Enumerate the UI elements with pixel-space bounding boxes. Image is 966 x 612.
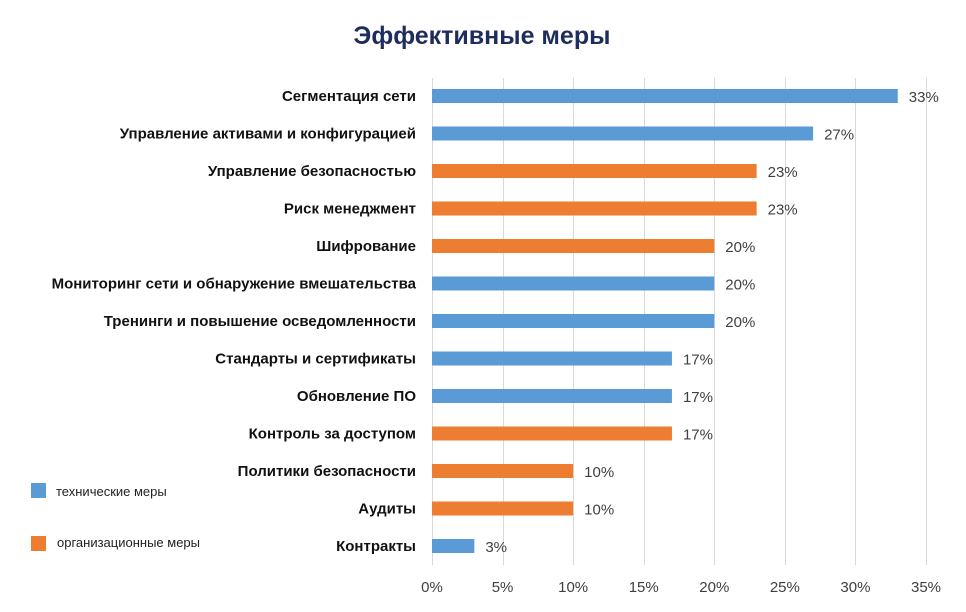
- data-label: 23%: [768, 202, 798, 219]
- data-label: 23%: [768, 164, 798, 181]
- data-label: 20%: [725, 277, 755, 294]
- bar: [432, 501, 574, 516]
- category-label: Тренинги и повышение осведомленности: [104, 313, 416, 330]
- x-tick-label: 25%: [770, 579, 800, 596]
- category-label: Аудиты: [358, 501, 416, 518]
- bar: [432, 126, 814, 141]
- data-label: 17%: [683, 389, 713, 406]
- legend-label: технические меры: [56, 484, 167, 499]
- x-tick-label: 10%: [558, 579, 588, 596]
- chart-title: Эффективные меры: [354, 22, 611, 50]
- bar: [432, 314, 715, 328]
- bar: [432, 539, 475, 553]
- category-labels: Сегментация сети Управление активами и ко…: [52, 88, 417, 555]
- bar: [432, 276, 715, 291]
- bar: [432, 89, 898, 103]
- category-label: Обновление ПО: [297, 388, 416, 405]
- data-label: 10%: [584, 502, 614, 519]
- data-label: 17%: [683, 352, 713, 369]
- data-label: 17%: [683, 427, 713, 444]
- data-label: 33%: [909, 89, 939, 106]
- legend-label: организационные меры: [57, 535, 200, 550]
- data-label: 20%: [725, 239, 755, 256]
- bar: [432, 351, 672, 366]
- bar: [432, 426, 672, 441]
- x-tick-label: 5%: [492, 579, 514, 596]
- legend-swatch: [31, 536, 46, 551]
- x-tick-label: 20%: [699, 579, 729, 596]
- bar: [432, 164, 757, 178]
- category-label: Риск менеджмент: [284, 201, 416, 218]
- category-label: Сегментация сети: [282, 88, 416, 105]
- category-label: Политики безопасности: [238, 463, 416, 480]
- x-tick-label: 15%: [629, 579, 659, 596]
- legend: технические меры организационные меры: [31, 483, 200, 551]
- bar: [432, 201, 757, 216]
- legend-swatch: [31, 483, 46, 498]
- x-tick-label: 0%: [421, 579, 443, 596]
- category-label: Управление активами и конфигурацией: [120, 126, 416, 143]
- data-label: 3%: [485, 539, 507, 556]
- data-label: 10%: [584, 464, 614, 481]
- value-labels: 33% 27% 23% 23% 20% 20% 20% 17% 17% 17% 10% 10% 3%: [485, 89, 938, 556]
- category-label: Стандарты и сертификаты: [215, 351, 416, 368]
- x-tick-label: 30%: [840, 579, 870, 596]
- bars: [432, 89, 898, 553]
- category-label: Шифрование: [316, 238, 416, 255]
- data-label: 27%: [824, 127, 854, 144]
- category-label: Мониторинг сети и обнаружение вмешательс…: [52, 276, 417, 293]
- bar: [432, 464, 574, 478]
- bar: [432, 239, 715, 253]
- category-label: Управление безопасностью: [208, 163, 416, 180]
- data-label: 20%: [725, 314, 755, 331]
- bar: [432, 389, 672, 403]
- x-tick-label: 35%: [911, 579, 941, 596]
- x-axis-tick-labels: 0% 5% 10% 15% 20% 25% 30% 35%: [421, 579, 941, 596]
- category-label: Контроль за доступом: [249, 426, 416, 443]
- category-label: Контракты: [336, 538, 416, 555]
